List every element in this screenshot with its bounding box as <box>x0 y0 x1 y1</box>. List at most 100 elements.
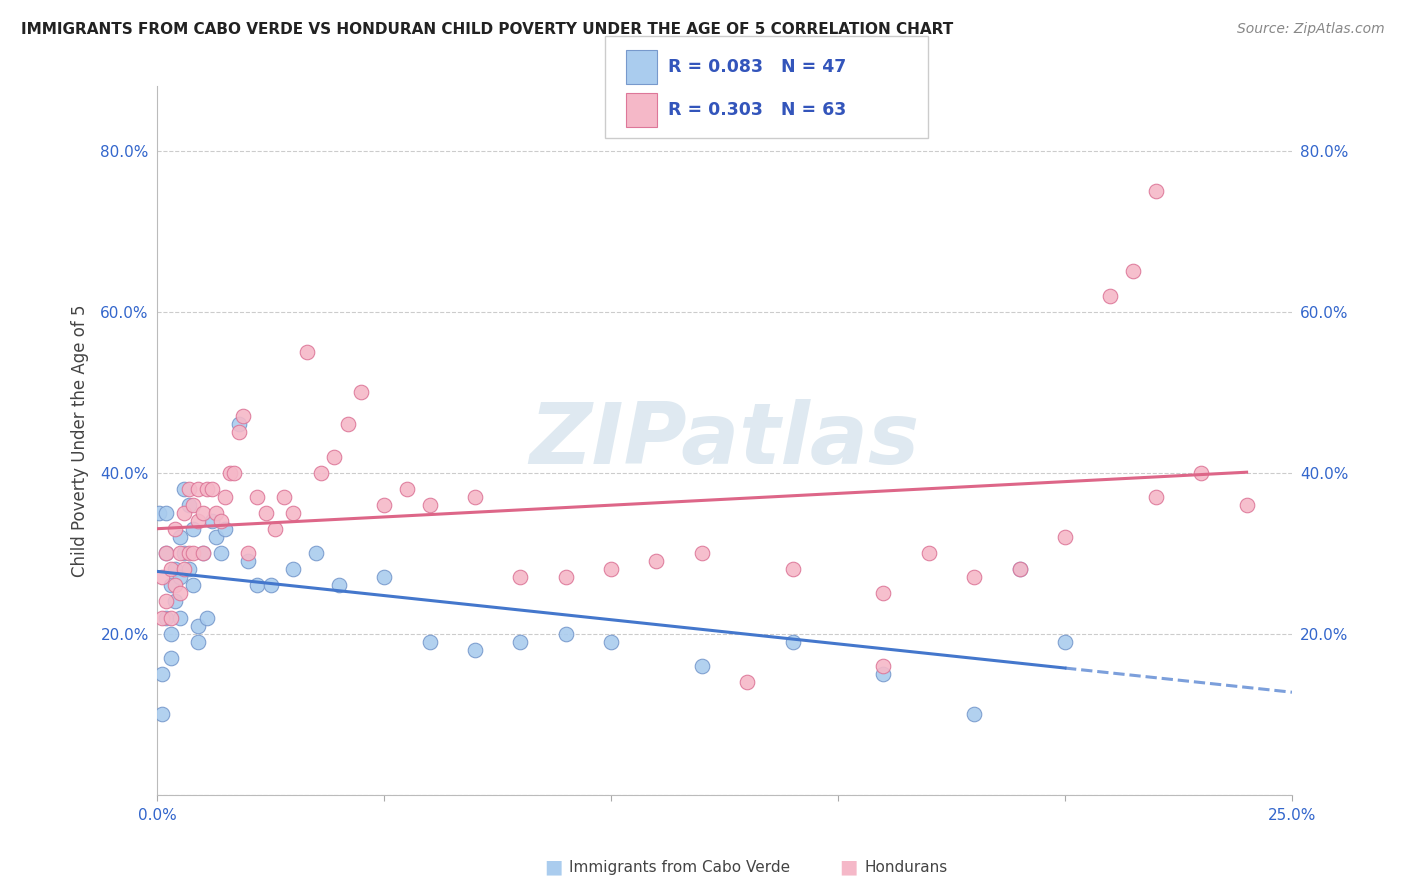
Point <box>155 506 177 520</box>
Point <box>690 658 713 673</box>
Point <box>232 409 254 424</box>
Point <box>183 546 205 560</box>
Point <box>191 506 214 520</box>
Point <box>554 570 576 584</box>
Point <box>169 586 191 600</box>
Point <box>554 626 576 640</box>
Point <box>373 570 395 584</box>
Point <box>150 707 173 722</box>
Point <box>1053 634 1076 648</box>
Text: Immigrants from Cabo Verde: Immigrants from Cabo Verde <box>569 860 790 874</box>
Point <box>214 490 236 504</box>
Point <box>918 546 941 560</box>
Point <box>872 586 894 600</box>
Point <box>350 385 373 400</box>
Point <box>155 546 177 560</box>
Point <box>260 578 283 592</box>
Point <box>872 666 894 681</box>
Point <box>159 578 181 592</box>
Point <box>872 658 894 673</box>
Point <box>177 546 200 560</box>
Point <box>159 626 181 640</box>
Point <box>645 554 668 568</box>
Point <box>173 562 195 576</box>
Point <box>209 514 232 528</box>
Point <box>183 578 205 592</box>
Point <box>309 466 332 480</box>
Y-axis label: Child Poverty Under the Age of 5: Child Poverty Under the Age of 5 <box>72 304 89 577</box>
Point <box>177 562 200 576</box>
Point <box>191 546 214 560</box>
Point <box>169 610 191 624</box>
Point <box>177 482 200 496</box>
Point <box>150 610 173 624</box>
Point <box>224 466 246 480</box>
Text: R = 0.303   N = 63: R = 0.303 N = 63 <box>668 101 846 119</box>
Point <box>201 514 224 528</box>
Point <box>195 610 218 624</box>
Point <box>155 610 177 624</box>
Point <box>236 546 259 560</box>
Point <box>373 498 395 512</box>
Point <box>283 506 305 520</box>
Point <box>1144 184 1167 198</box>
Point <box>150 570 173 584</box>
Point <box>1053 530 1076 544</box>
Point <box>159 610 181 624</box>
Point <box>1144 490 1167 504</box>
Point <box>264 522 287 536</box>
Point <box>464 490 486 504</box>
Text: Hondurans: Hondurans <box>865 860 948 874</box>
Point <box>169 530 191 544</box>
Point <box>159 562 181 576</box>
Point <box>1099 288 1122 302</box>
Point <box>305 546 328 560</box>
Point <box>464 642 486 657</box>
Text: ZIPatlas: ZIPatlas <box>530 399 920 482</box>
Point <box>228 425 250 440</box>
Point <box>1236 498 1258 512</box>
Point <box>173 546 195 560</box>
Point <box>218 466 240 480</box>
Point <box>159 650 181 665</box>
Point <box>246 490 269 504</box>
Text: ■: ■ <box>839 857 858 877</box>
Point <box>1122 264 1144 278</box>
Point <box>419 498 441 512</box>
Point <box>155 594 177 608</box>
Point <box>782 562 804 576</box>
Point <box>283 562 305 576</box>
Point <box>187 514 209 528</box>
Text: R = 0.083   N = 47: R = 0.083 N = 47 <box>668 58 846 76</box>
Point <box>150 666 173 681</box>
Point <box>205 530 228 544</box>
Point <box>195 482 218 496</box>
Point <box>782 634 804 648</box>
Point <box>148 506 170 520</box>
Point <box>323 450 346 464</box>
Point <box>187 482 209 496</box>
Point <box>177 498 200 512</box>
Point <box>735 674 758 689</box>
Point <box>183 498 205 512</box>
Point <box>187 618 209 632</box>
Point <box>600 562 623 576</box>
Point <box>165 522 187 536</box>
Point <box>419 634 441 648</box>
Point <box>963 707 986 722</box>
Point <box>209 546 232 560</box>
Point <box>254 506 277 520</box>
Point <box>1008 562 1031 576</box>
Point <box>600 634 623 648</box>
Point <box>205 506 228 520</box>
Point <box>509 634 531 648</box>
Point <box>328 578 350 592</box>
Point <box>169 570 191 584</box>
Point <box>201 482 224 496</box>
Point <box>273 490 295 504</box>
Point <box>1008 562 1031 576</box>
Point <box>187 634 209 648</box>
Point <box>236 554 259 568</box>
Point <box>509 570 531 584</box>
Point <box>336 417 359 432</box>
